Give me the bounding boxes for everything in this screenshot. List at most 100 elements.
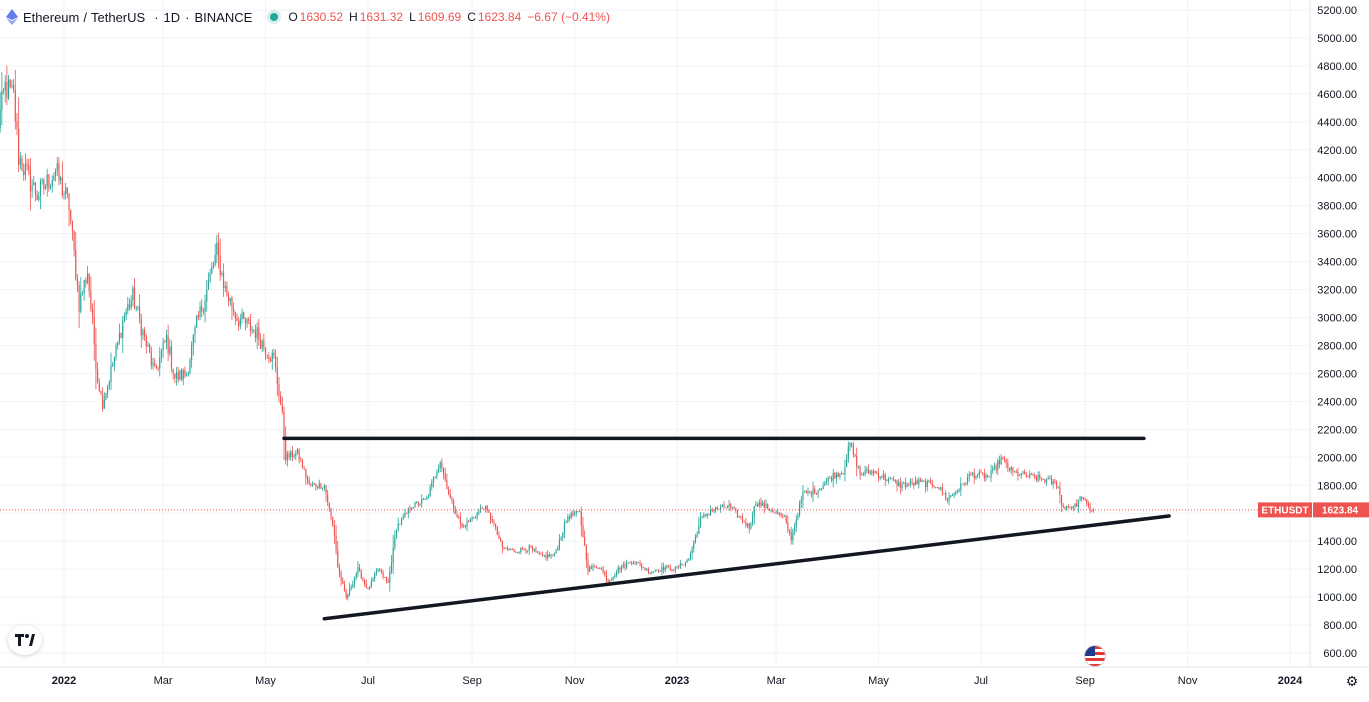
candle-up — [610, 579, 613, 581]
settings-gear-icon[interactable]: ⚙ — [1345, 673, 1359, 689]
candle-up — [921, 480, 923, 482]
candle-up — [804, 491, 806, 492]
candle-up — [1052, 481, 1054, 485]
candle-up — [758, 502, 760, 507]
candle-up — [926, 480, 928, 487]
candle-down — [933, 485, 935, 488]
candle-up — [147, 344, 149, 347]
candle-down — [174, 374, 176, 379]
price-tag-ticker: ETHUSDT — [1261, 505, 1308, 516]
candle-up — [169, 346, 171, 354]
candle-down — [644, 567, 646, 570]
candle-up — [33, 182, 35, 186]
candle-up — [474, 517, 477, 519]
candle-up — [1019, 475, 1021, 477]
symbol-name[interactable]: Ethereum — [23, 9, 80, 25]
candle-down — [285, 437, 287, 461]
candle-up — [0, 110, 1, 129]
candle-down — [538, 553, 540, 554]
candle-up — [1013, 471, 1016, 473]
candle-up — [573, 513, 576, 516]
candle-down — [102, 394, 104, 409]
candle-down — [814, 488, 816, 494]
candle-up — [1010, 467, 1012, 471]
candle-down — [291, 451, 293, 458]
interval-label[interactable]: 1D — [163, 9, 181, 25]
candle-up — [985, 475, 987, 479]
candle-down — [711, 510, 713, 512]
candle-up — [412, 507, 414, 509]
candle-up — [659, 571, 661, 573]
candle-up — [866, 469, 868, 471]
candle-down — [97, 369, 99, 384]
candle-down — [481, 508, 483, 509]
time-tick-label: Mar — [154, 675, 173, 687]
candle-up — [19, 158, 21, 165]
candle-down — [231, 297, 233, 309]
candle-up — [599, 568, 601, 570]
candle-up — [738, 516, 740, 518]
time-axis: 2022 Mar May Jul Sep Nov 2023 Mar May Jul Sep Nov 20… — [0, 666, 1369, 687]
candle-up — [918, 479, 920, 485]
candle-down — [446, 479, 448, 490]
tradingview-logo-icon[interactable] — [8, 625, 42, 655]
price-tag-ticker-box — [1258, 502, 1312, 518]
candle-down — [340, 572, 342, 581]
candle-up — [214, 254, 216, 265]
market-open-dot-icon — [270, 13, 279, 21]
candle-up — [960, 483, 962, 491]
candle-down — [938, 487, 940, 489]
candle-down — [170, 346, 173, 369]
us-flag-icon[interactable] — [1085, 646, 1105, 666]
candle-down — [842, 473, 844, 475]
time-tick-label: May — [868, 675, 889, 687]
trendline-support[interactable] — [322, 514, 1171, 621]
candle-up — [968, 473, 970, 478]
candle-down — [362, 578, 364, 580]
candle-down — [1069, 506, 1071, 508]
candle-up — [397, 523, 399, 530]
candle-down — [704, 514, 707, 517]
candle-down — [788, 529, 791, 533]
candle-up — [1079, 496, 1081, 501]
candle-up — [355, 573, 357, 578]
candle-up — [369, 587, 371, 589]
candle-up — [375, 571, 377, 574]
candle-down — [987, 475, 989, 477]
candle-down — [9, 79, 11, 87]
price-tick-label: 3400.00 — [1317, 257, 1357, 269]
price-tick-label: 1200.00 — [1317, 564, 1357, 576]
candle-up — [204, 301, 206, 312]
candle-down — [88, 273, 90, 292]
candle-down — [886, 479, 888, 482]
candle-down — [6, 81, 8, 99]
candle-up — [950, 495, 952, 497]
candle-down — [787, 522, 789, 530]
candle-up — [394, 537, 396, 548]
candle-down — [525, 550, 527, 552]
candle-down — [66, 187, 68, 194]
symbol-separator: / — [83, 9, 87, 25]
candle-up — [951, 495, 954, 496]
candle-down — [406, 512, 408, 514]
candle-down — [1089, 506, 1091, 511]
candle-up — [186, 374, 188, 376]
candle-up — [122, 320, 124, 339]
candle-down — [911, 480, 913, 483]
candle-up — [11, 85, 13, 87]
candle-down — [595, 566, 597, 569]
price-tick-label: 5000.00 — [1317, 33, 1357, 45]
candle-down — [597, 568, 599, 570]
candle-down — [48, 174, 50, 189]
candle-down — [442, 467, 445, 474]
quote-name[interactable]: TetherUS — [91, 9, 146, 25]
candle-down — [834, 472, 836, 479]
candle-up — [469, 519, 472, 522]
candle-up — [762, 502, 764, 506]
candle-down — [498, 534, 500, 539]
close-label: C — [467, 10, 476, 24]
price-tick-label: 1000.00 — [1317, 592, 1357, 604]
candle-down — [18, 128, 20, 165]
